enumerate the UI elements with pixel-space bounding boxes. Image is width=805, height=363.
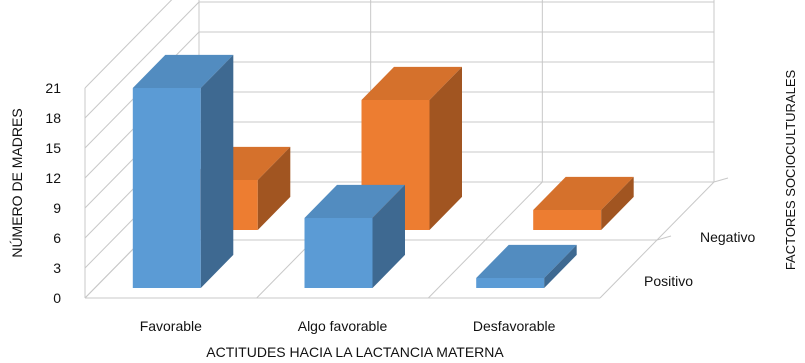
bar-top: [533, 176, 634, 210]
bar-side: [429, 66, 462, 231]
bar-side: [544, 244, 577, 288]
x-tick-label: Favorable: [140, 318, 202, 334]
y-axis-title: NÚMERO DE MADRES: [9, 108, 25, 257]
y-tick-label: 6: [53, 230, 61, 246]
y-tick-label: 3: [53, 260, 61, 276]
bar-front: [132, 88, 201, 288]
gridline-side: [84, 1, 200, 119]
x-axis-title: ACTITUDES HACIA LA LACTANCIA MATERNA: [206, 344, 504, 360]
bar-top: [476, 244, 577, 278]
bar-top: [304, 184, 405, 218]
z-axis-title: FACTORES SOCIOCULTURALES: [783, 70, 798, 271]
y-tick-label: 9: [53, 200, 61, 216]
bar-side: [200, 54, 234, 289]
floor-tick: [713, 177, 729, 183]
y-tick-label: 15: [45, 140, 61, 156]
x-tick-label: Desfavorable: [473, 318, 556, 334]
bar-front: [476, 278, 545, 288]
y-tick-label: 0: [53, 290, 61, 306]
bars: [132, 54, 634, 289]
y-tick-label: 21: [45, 80, 61, 96]
bar: [476, 244, 577, 288]
y-tick-label: 18: [45, 110, 61, 126]
series-label: Negativo: [700, 229, 755, 245]
bar: [304, 184, 405, 288]
floor-tick: [656, 235, 672, 241]
bar-top: [132, 54, 234, 88]
bar: [132, 54, 234, 289]
x-tick-label: Algo favorable: [298, 318, 388, 334]
series-label: Positivo: [644, 273, 693, 289]
bar: [533, 176, 634, 230]
bar-side: [372, 184, 405, 288]
bar-top: [361, 66, 462, 100]
bar-front: [304, 218, 373, 288]
bar-front: [533, 210, 602, 230]
bar-side: [257, 146, 291, 230]
gridline-side: [84, 0, 173, 89]
y-tick-label: 12: [45, 170, 61, 186]
bar-side: [601, 176, 634, 230]
labels: 0 3 6 9 12 15 18 21 Favorable Algo favorable Desfa…: [45, 80, 755, 334]
